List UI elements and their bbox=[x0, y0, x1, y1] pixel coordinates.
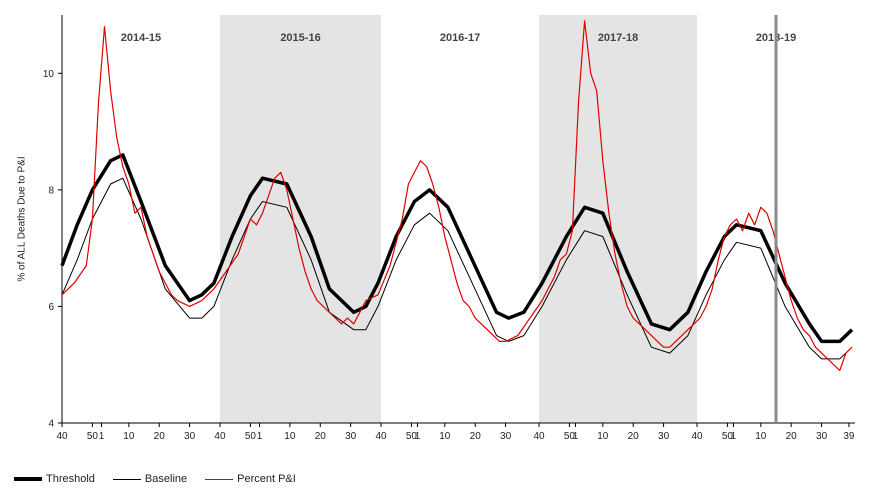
x-tick-label: 30 bbox=[184, 431, 196, 442]
x-tick-label: 50 bbox=[722, 431, 734, 442]
x-tick-label: 10 bbox=[597, 431, 609, 442]
x-tick-label: 40 bbox=[691, 431, 703, 442]
x-tick-label: 10 bbox=[755, 431, 767, 442]
legend-swatch-percent-pi bbox=[205, 478, 234, 480]
x-tick-label: 40 bbox=[533, 431, 545, 442]
x-tick-label: 39 bbox=[843, 431, 855, 442]
x-tick-label: 20 bbox=[315, 431, 327, 442]
x-tick-label: 40 bbox=[375, 431, 387, 442]
baseline-line bbox=[61, 177, 853, 360]
y-ticks: 4 6 8 10 bbox=[43, 69, 62, 430]
x-tick-label: 1 bbox=[415, 431, 421, 442]
season-label: 2015-16 bbox=[280, 32, 320, 44]
x-tick-label: 30 bbox=[816, 431, 828, 442]
legend-swatch-baseline bbox=[112, 478, 141, 480]
x-tick-label: 40 bbox=[56, 431, 68, 442]
legend-item-percent-pi: Percent P&I bbox=[205, 473, 296, 485]
y-axis-title: % of ALL Deaths Due to P&I bbox=[17, 156, 28, 281]
x-tick-label: 30 bbox=[658, 431, 670, 442]
season-band-2017-18 bbox=[539, 15, 698, 423]
y-tick-label: 6 bbox=[48, 302, 54, 313]
season-label: 2014-15 bbox=[121, 32, 161, 44]
x-tick-label: 40 bbox=[214, 431, 226, 442]
x-tick-label: 10 bbox=[284, 431, 296, 442]
x-tick-label: 10 bbox=[123, 431, 135, 442]
y-tick-label: 8 bbox=[48, 185, 54, 196]
threshold-line bbox=[60, 153, 854, 344]
x-tick-label: 50 bbox=[564, 431, 576, 442]
x-tick-label: 20 bbox=[154, 431, 166, 442]
legend-label-baseline: Baseline bbox=[144, 473, 188, 485]
x-tick-label: 10 bbox=[439, 431, 451, 442]
x-tick-label: 20 bbox=[470, 431, 482, 442]
x-tick-label: 1 bbox=[99, 431, 105, 442]
legend-swatch-threshold bbox=[14, 477, 42, 481]
x-tick-label: 50 bbox=[87, 431, 99, 442]
series-layer bbox=[60, 20, 854, 372]
season-band-2015-16 bbox=[219, 15, 382, 423]
x-tick-label: 1 bbox=[257, 431, 263, 442]
legend-label-threshold: Threshold bbox=[46, 473, 95, 485]
percent-pi-line bbox=[61, 20, 853, 372]
x-tick-label: 20 bbox=[786, 431, 798, 442]
x-tick-label: 30 bbox=[345, 431, 357, 442]
x-tick-label: 1 bbox=[731, 431, 737, 442]
legend-item-threshold: Threshold bbox=[14, 473, 95, 485]
y-tick-label: 10 bbox=[43, 69, 55, 80]
y-axis: % of ALL Deaths Due to P&I bbox=[17, 15, 63, 423]
season-label: 2017-18 bbox=[598, 32, 638, 44]
legend: Threshold Baseline Percent P&I bbox=[14, 470, 314, 488]
legend-label-percent-pi: Percent P&I bbox=[237, 473, 296, 485]
legend-item-baseline: Baseline bbox=[112, 473, 188, 485]
x-tick-label: 20 bbox=[628, 431, 640, 442]
season-label: 2016-17 bbox=[440, 32, 480, 44]
y-tick-label: 4 bbox=[48, 419, 54, 430]
x-ticks: 40 50 1 10 20 30 40 50 1 10 20 30 40 501 10 20 30 40 501 10… bbox=[56, 423, 855, 442]
x-tick-label: 30 bbox=[500, 431, 512, 442]
x-tick-label: 1 bbox=[573, 431, 579, 442]
x-tick-label: 50 bbox=[406, 431, 418, 442]
x-tick-label: 50 bbox=[245, 431, 257, 442]
